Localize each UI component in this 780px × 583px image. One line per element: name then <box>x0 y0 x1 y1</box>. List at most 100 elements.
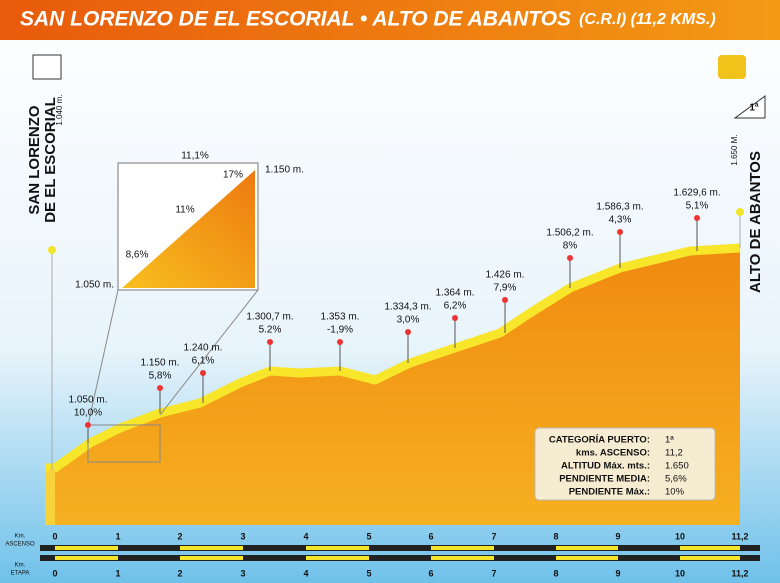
ascent-tick: 9 <box>615 531 620 541</box>
stage-tick: 8 <box>553 568 558 578</box>
finish-name: ALTO DE ABANTOS <box>747 151 764 293</box>
info-label: PENDIENTE Máx.: <box>569 487 650 498</box>
pin-head <box>157 385 163 391</box>
ascent-tick: 10 <box>675 531 685 541</box>
pin-head <box>85 422 91 428</box>
waypoint-altitude: 1.426 m. <box>486 270 525 281</box>
start-name: SAN LORENZO <box>26 105 43 215</box>
waypoint-altitude: 1.050 m. <box>69 395 108 406</box>
scale-segment <box>556 546 618 550</box>
waypoint-grade: -1,9% <box>327 325 353 336</box>
scale-segment <box>306 546 369 550</box>
waypoint-grade: 5.2% <box>259 325 282 336</box>
scale-segment <box>180 556 243 560</box>
stage-tick: 0 <box>52 568 57 578</box>
waypoint-altitude: 1.150 m. <box>141 358 180 369</box>
polyline-shape <box>159 289 259 416</box>
rect-shape <box>0 0 780 40</box>
polygon-shape <box>45 468 55 525</box>
start-altitude: 1.040 m. <box>55 94 64 125</box>
ascent-tick: 4 <box>303 531 308 541</box>
scale-segment <box>680 556 740 560</box>
scale-segment <box>431 546 494 550</box>
pin-head <box>694 215 700 221</box>
inset-start: 1.050 m. <box>75 280 114 291</box>
rect-shape <box>718 55 746 79</box>
stage-tick: 5 <box>366 568 371 578</box>
category-badge: 1ª <box>749 103 759 114</box>
rect-shape <box>32 54 62 80</box>
stage-tick: 4 <box>303 568 308 578</box>
pin-head <box>567 255 573 261</box>
stage-label: ETAPA <box>11 571 30 577</box>
inset-grade: 11% <box>175 205 194 216</box>
waypoint-altitude: 1.629,6 m. <box>673 188 720 199</box>
info-label: PENDIENTE MEDIA: <box>559 474 650 485</box>
waypoint-grade: 3,0% <box>397 315 420 326</box>
scale-segment <box>431 556 494 560</box>
ascent-tick: 3 <box>240 531 245 541</box>
info-label: kms. ASCENSO: <box>576 448 650 459</box>
inset-grade: 8,6% <box>126 250 149 261</box>
waypoint-grade: 5,8% <box>149 371 172 382</box>
inset-end: 1.150 m. <box>265 165 304 176</box>
waypoint-altitude: 1.364 m. <box>436 288 475 299</box>
rect-shape <box>40 555 760 561</box>
ascent-label: ASCENSO <box>5 542 35 548</box>
stage-tick: 9 <box>615 568 620 578</box>
stage-label: Km. <box>15 563 26 569</box>
pin-head <box>337 339 343 345</box>
waypoint-grade: 4,3% <box>609 215 632 226</box>
waypoint-altitude: 1.240 m. <box>184 343 223 354</box>
waypoint-altitude: 1.506,2 m. <box>546 228 593 239</box>
scale-segment <box>180 546 243 550</box>
stage-tick: 7 <box>491 568 496 578</box>
title: SAN LORENZO DE EL ESCORIAL • ALTO DE ABA… <box>20 8 571 31</box>
stage-tick: 1 <box>115 568 120 578</box>
info-label: CATEGORÍA PUERTO: <box>549 435 650 446</box>
waypoint-altitude: 1.586,3 m. <box>596 202 643 213</box>
ascent-tick: 11,2 <box>731 531 748 541</box>
waypoint-altitude: 1.300,7 m. <box>246 312 293 323</box>
inset-top: 11,1% <box>181 151 209 162</box>
waypoint-grade: 5,1% <box>686 201 709 212</box>
stage-tick: 11,2 <box>731 568 748 578</box>
waypoint-grade: 6,2% <box>444 301 467 312</box>
inset-grade: 17% <box>223 170 243 181</box>
info-value: 1ª <box>665 435 674 446</box>
rect-shape <box>40 545 760 551</box>
info-value: 11,2 <box>665 448 683 459</box>
rect-shape <box>534 427 716 501</box>
rect-shape <box>87 424 161 463</box>
stage-tick: 3 <box>240 568 245 578</box>
polygon-shape <box>122 170 255 288</box>
scale-segment <box>55 556 118 560</box>
waypoint-grade: 10,0% <box>74 408 102 419</box>
scale-segment <box>680 546 740 550</box>
polyline-shape <box>87 289 119 426</box>
waypoint-grade: 7,9% <box>494 283 517 294</box>
start-name: DE EL ESCORIAL <box>42 97 59 223</box>
polygon-shape <box>733 95 766 119</box>
scale-segment <box>556 556 618 560</box>
circle-shape <box>736 208 744 216</box>
stage-tick: 2 <box>177 568 182 578</box>
pin-head <box>267 339 273 345</box>
ascent-tick: 2 <box>177 531 182 541</box>
ascent-tick: 1 <box>115 531 120 541</box>
pin-head <box>617 229 623 235</box>
ascent-label: Km. <box>15 534 26 540</box>
scale-segment <box>306 556 369 560</box>
ascent-tick: 5 <box>366 531 371 541</box>
pin-head <box>405 329 411 335</box>
subtitle: (C.R.I) (11,2 KMS.) <box>579 11 716 28</box>
pin-head <box>452 315 458 321</box>
info-value: 5,6% <box>665 474 687 485</box>
ascent-tick: 6 <box>428 531 433 541</box>
scale-segment <box>55 546 118 550</box>
circle-shape <box>48 246 56 254</box>
waypoint-altitude: 1.353 m. <box>321 312 360 323</box>
waypoint-grade: 6,1% <box>192 356 215 367</box>
waypoint-grade: 8% <box>563 241 578 252</box>
